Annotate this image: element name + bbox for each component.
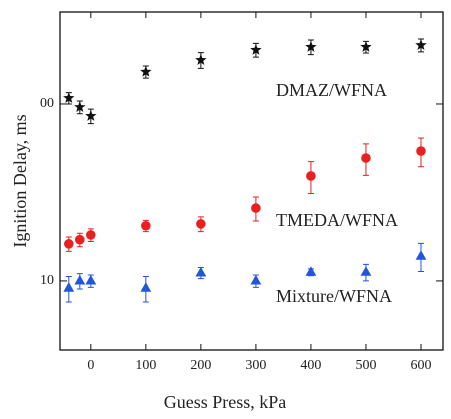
- plot-frame: [59, 11, 444, 351]
- data-point: [63, 282, 75, 292]
- data-point: [74, 101, 86, 112]
- data-point: [195, 54, 207, 65]
- data-point: [195, 266, 207, 277]
- x-tick-label: 300: [245, 358, 266, 373]
- x-tick-label: 100: [135, 358, 156, 373]
- x-tick-label: 400: [300, 358, 321, 373]
- data-point: [360, 40, 372, 52]
- data-point: [140, 282, 152, 292]
- y-tick-label: 10: [40, 273, 54, 288]
- y-axis-label: Ignition Delay, ms: [10, 114, 30, 247]
- data-point: [361, 153, 371, 163]
- series-label: DMAZ/WFNA: [276, 80, 387, 100]
- data-point: [416, 146, 426, 156]
- data-point: [85, 274, 97, 285]
- data-point: [251, 203, 261, 213]
- data-point: [63, 92, 75, 103]
- data-point: [75, 234, 85, 245]
- data-point: [141, 220, 151, 231]
- data-point: [306, 171, 316, 181]
- x-axis-label: Guess Press, kPa: [164, 392, 287, 412]
- data-point: [140, 65, 152, 77]
- x-tick-label: 600: [410, 358, 431, 373]
- y-tick-label: 00: [40, 96, 54, 111]
- data-point: [85, 110, 97, 121]
- data-point: [305, 40, 317, 52]
- x-tick-label: 500: [355, 358, 376, 373]
- data-point: [305, 266, 317, 276]
- series-label: TMEDA/WFNA: [276, 210, 398, 230]
- data-point: [64, 239, 74, 249]
- data-point: [196, 219, 206, 229]
- series-label: Mixture/WFNA: [276, 286, 392, 306]
- data-point: [250, 274, 262, 285]
- data-point: [415, 250, 427, 260]
- x-tick-label: 200: [190, 358, 211, 373]
- data-point: [360, 266, 372, 276]
- data-point: [74, 274, 86, 285]
- data-point: [415, 39, 427, 51]
- data-point: [86, 230, 96, 240]
- x-tick-label: 0: [87, 358, 94, 373]
- data-point: [250, 43, 262, 55]
